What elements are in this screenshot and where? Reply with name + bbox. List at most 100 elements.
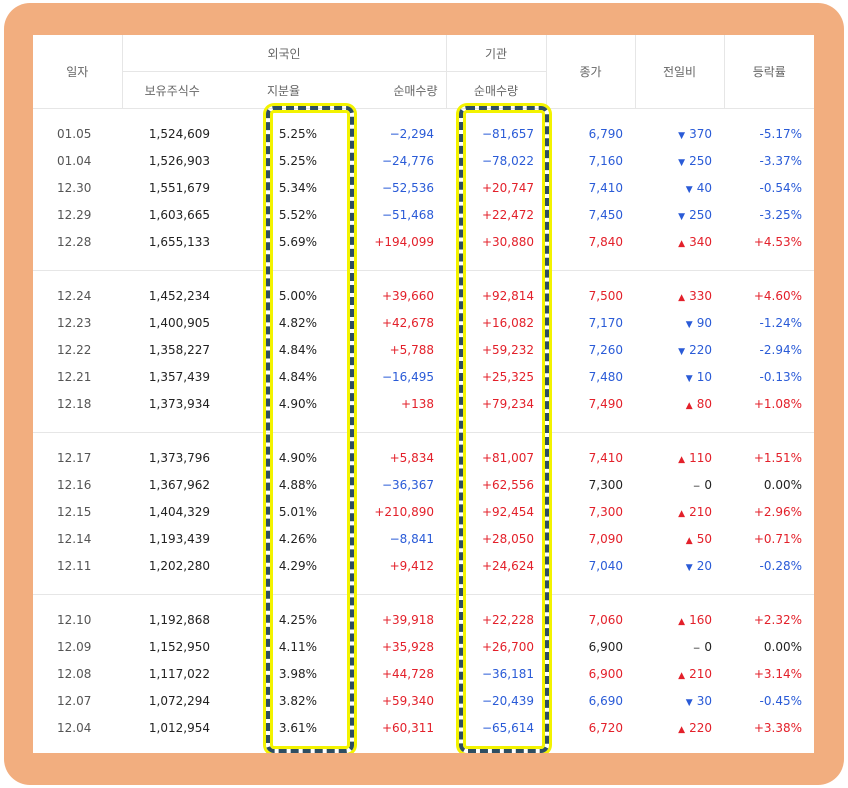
cell-rate: 0.00% — [763, 640, 802, 655]
cell-date: 01.04 — [57, 154, 92, 169]
cell-change: ▲ 160 — [635, 607, 724, 634]
cell-date: 12.29 — [57, 207, 92, 222]
cell-holdings: 1,655,133 — [148, 234, 210, 249]
cell-holdings: 1,358,227 — [148, 342, 210, 357]
cell-ratio: 4.90% — [278, 451, 317, 466]
table-header: 일자 외국인 기관 종가 전일비 등락률 보유주식수 지분율 순매수량 순매수량 — [33, 35, 814, 109]
table-row: 12.10 1,192,868 4.25% +39,918 +22,228 7,060 ▲ 1… — [33, 607, 814, 634]
ratio-column-highlight — [266, 106, 354, 753]
cell-change-value: 90 — [696, 316, 712, 331]
cell-ratio: 5.34% — [278, 180, 317, 195]
group-divider — [33, 578, 814, 595]
cell-foreign-net: +60,311 — [381, 720, 434, 735]
cell-date: 12.09 — [57, 640, 92, 655]
cell-rate: +1.08% — [753, 396, 802, 411]
cell-institution-net: −78,022 — [481, 154, 534, 169]
cell-date: 12.17 — [57, 451, 92, 466]
table-row: 12.18 1,373,934 4.90% +138 +79,234 7,490 ▲ 80 +1… — [33, 390, 814, 417]
cell-holdings: 1,400,905 — [148, 316, 210, 331]
cell-institution-net: −81,657 — [481, 127, 534, 142]
up-triangle-icon: ▲ — [678, 238, 686, 249]
cell-change-value: 0 — [704, 478, 712, 493]
cell-change-value: 40 — [696, 180, 712, 195]
cell-change-value: 220 — [689, 342, 712, 357]
group-spacer — [33, 270, 814, 283]
table-body: 01.05 1,524,609 5.25% −2,294 −81,657 6,790 ▼ 37… — [33, 109, 814, 753]
cell-close: 7,840 — [588, 234, 623, 249]
down-triangle-icon: ▼ — [678, 131, 686, 142]
cell-institution-net: +16,082 — [481, 316, 534, 331]
cell-change: ▲ 220 — [635, 714, 724, 741]
cell-ratio: 4.90% — [278, 396, 317, 411]
table-row: 12.28 1,655,133 5.69% +194,099 +30,880 7,840 ▲… — [33, 228, 814, 255]
cell-rate: +2.32% — [753, 613, 802, 628]
cell-date: 12.15 — [57, 504, 92, 519]
cell-date: 12.14 — [57, 531, 92, 546]
cell-holdings: 1,193,439 — [148, 531, 210, 546]
cell-close: 6,900 — [588, 666, 623, 681]
down-triangle-icon: ▼ — [685, 697, 693, 708]
cell-change-value: 220 — [689, 720, 712, 735]
cell-foreign-net: +194,099 — [374, 234, 434, 249]
investor-trading-table: 일자 외국인 기관 종가 전일비 등락률 보유주식수 지분율 순매수량 순매수량… — [33, 35, 814, 753]
table-row: 12.24 1,452,234 5.00% +39,660 +92,814 7,500 ▲ 3… — [33, 283, 814, 310]
table-row: 12.04 1,012,954 3.61% +60,311 −65,614 6,720 ▲ 2… — [33, 714, 814, 741]
cell-close: 7,060 — [588, 613, 623, 628]
cell-change: ▼ 10 — [635, 363, 724, 390]
cell-change-value: 340 — [689, 234, 712, 249]
up-triangle-icon: ▲ — [685, 535, 693, 546]
cell-ratio: 5.52% — [278, 207, 317, 222]
cell-holdings: 1,367,962 — [148, 478, 210, 493]
cell-rate: +0.71% — [753, 531, 802, 546]
cell-change-value: 250 — [689, 207, 712, 222]
cell-close: 7,260 — [588, 342, 623, 357]
cell-rate: +3.14% — [753, 666, 802, 681]
cell-institution-net: +79,234 — [481, 396, 534, 411]
cell-foreign-net: −2,294 — [389, 127, 434, 142]
table-row: 12.11 1,202,280 4.29% +9,412 +24,624 7,040 ▼ 20… — [33, 552, 814, 579]
cell-close: 7,410 — [588, 180, 623, 195]
cell-date: 12.28 — [57, 234, 92, 249]
cell-ratio: 5.01% — [278, 504, 317, 519]
cell-foreign-net: +5,788 — [389, 342, 434, 357]
cell-change: ▲ 50 — [635, 525, 724, 552]
cell-foreign-net: −8,841 — [389, 531, 434, 546]
group-divider — [33, 254, 814, 271]
header-change: 전일비 — [634, 35, 724, 109]
header-institution-net: 순매수량 — [445, 71, 546, 109]
dash-icon: − — [692, 644, 701, 655]
cell-foreign-net: −24,776 — [381, 154, 434, 169]
cell-date: 12.07 — [57, 693, 92, 708]
table-row: 12.22 1,358,227 4.84% +5,788 +59,232 7,260 ▼ 22… — [33, 337, 814, 364]
table-row: 12.15 1,404,329 5.01% +210,890 +92,454 7,300 ▲… — [33, 499, 814, 526]
cell-change-value: 50 — [696, 531, 712, 546]
cell-change: ▲ 210 — [635, 499, 724, 526]
cell-close: 7,090 — [588, 531, 623, 546]
cell-date: 12.08 — [57, 666, 92, 681]
cell-foreign-net: +9,412 — [389, 558, 434, 573]
cell-institution-net: −20,439 — [481, 693, 534, 708]
down-triangle-icon: ▼ — [678, 158, 686, 169]
cell-rate: -0.28% — [759, 558, 802, 573]
table-row: 12.16 1,367,962 4.88% −36,367 +62,556 7,300−0… — [33, 472, 814, 499]
cell-foreign-net: +5,834 — [389, 451, 434, 466]
table-row: 12.23 1,400,905 4.82% +42,678 +16,082 7,170 ▼ 9… — [33, 310, 814, 337]
cell-close: 7,480 — [588, 369, 623, 384]
table-row: 01.05 1,524,609 5.25% −2,294 −81,657 6,790 ▼ 37… — [33, 121, 814, 148]
cell-date: 12.16 — [57, 478, 92, 493]
cell-close: 6,690 — [588, 693, 623, 708]
cell-holdings: 1,603,665 — [148, 207, 210, 222]
cell-change-value: 20 — [696, 558, 712, 573]
table-row: 12.09 1,152,950 4.11% +35,928 +26,700 6,900−0… — [33, 634, 814, 661]
cell-holdings: 1,373,934 — [148, 396, 210, 411]
cell-holdings: 1,357,439 — [148, 369, 210, 384]
cell-rate: +1.51% — [753, 451, 802, 466]
header-rate: 등락률 — [723, 35, 814, 109]
cell-foreign-net: −16,495 — [381, 369, 434, 384]
cell-close: 7,300 — [588, 504, 623, 519]
cell-holdings: 1,526,903 — [148, 154, 210, 169]
cell-change: ▲ 340 — [635, 228, 724, 255]
cell-change-value: 210 — [689, 666, 712, 681]
table-row: 12.07 1,072,294 3.82% +59,340 −20,439 6,690 ▼ 3… — [33, 687, 814, 714]
cell-institution-net: +22,472 — [481, 207, 534, 222]
